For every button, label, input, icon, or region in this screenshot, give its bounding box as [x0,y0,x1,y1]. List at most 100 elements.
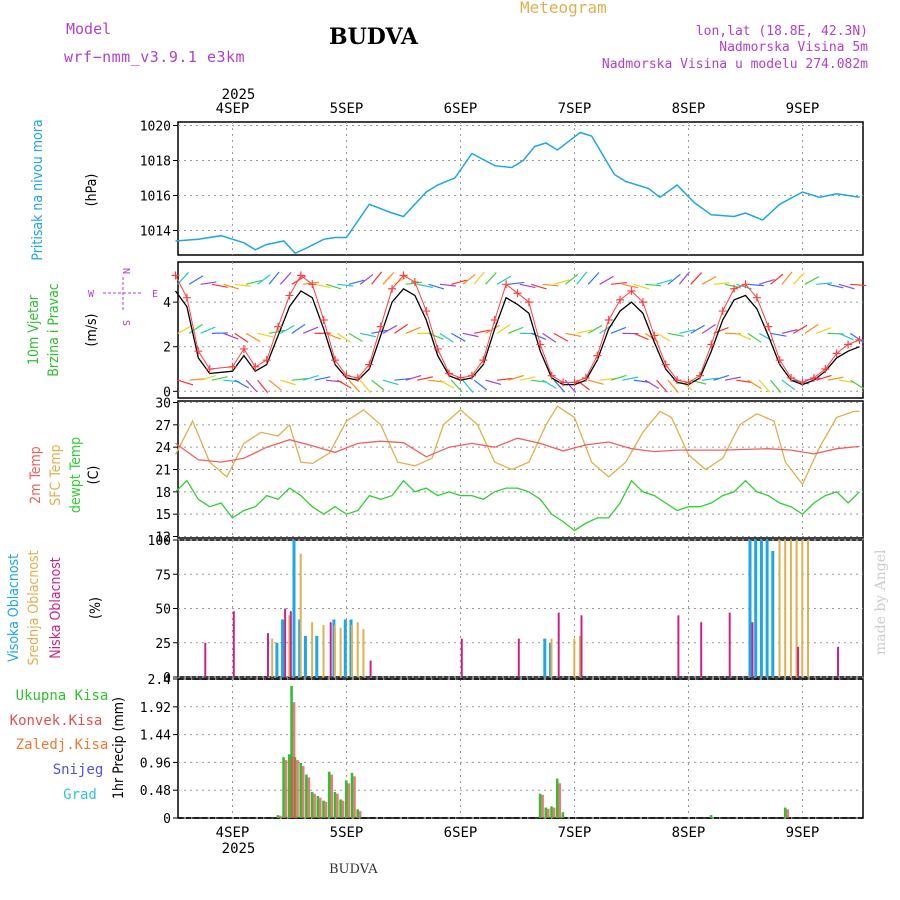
wind-direction-arrow [770,273,784,285]
model-elevation-label: Nadmorska Visina u modelu 274.082m [601,57,868,72]
wind-direction-arrow [690,272,703,285]
wind-gust-marker [524,298,533,307]
wind-direction-arrow [565,332,582,338]
precip-bar [288,754,291,818]
precip-bar [341,800,345,818]
cloud-bar [748,540,752,677]
wind-gust-marker [832,349,841,358]
wind-direction-arrow [553,332,569,342]
precip-bar [345,780,348,818]
wind-gust-marker [296,271,305,280]
precip-bar [310,791,314,818]
wind-direction-arrow [451,332,466,342]
top-year-label: 2025 [222,87,256,103]
cloud-bar [759,540,763,677]
precip-bar [358,811,362,818]
y-tick-label: 12 [155,531,171,546]
wind-direction-arrow [462,379,474,393]
wind-gust-marker [445,369,454,378]
panel-frame-1 [177,261,864,399]
wind-gust-marker [331,356,340,365]
wind-direction-arrow [394,323,408,334]
cloud-bar [362,629,365,677]
cloud-bar [311,622,314,677]
footer-city: BUDVA [329,862,378,877]
cloud-bar [700,622,703,677]
cloud-bar [356,622,359,677]
cloud-bar [204,642,207,677]
wind-direction-arrow [234,379,250,389]
wind-direction-arrow [359,379,371,393]
wind-direction-arrow [234,332,249,343]
wind-direction-arrow [690,379,707,385]
wind-direction-arrow [508,374,524,381]
cloud-bar [281,619,285,677]
wind-direction-arrow [781,329,798,334]
cloud-bar [271,638,274,677]
wind-direction-arrow [758,332,774,342]
y-tick-label: 21 [155,464,171,479]
wind-direction-arrow [428,283,445,290]
wind-gust-marker [661,360,670,369]
precip-legend-label: Snijeg [53,762,104,778]
wind-direction-arrow [314,283,331,289]
cloud-bar [557,612,560,677]
wind-gust-marker [855,336,864,345]
wind-direction-arrow [622,376,639,381]
wind-direction-arrow [439,283,456,287]
precip-bar [350,772,354,818]
wind-direction-arrow [747,379,762,390]
wind-direction-arrow [827,376,844,381]
wind-gust-marker [673,376,682,385]
wind-direction-arrow [337,283,354,287]
wind-gust-marker [513,289,522,298]
wind-direction-arrow [747,283,764,287]
y-tick-label: 0 [163,812,171,827]
top-day-label: 6SEP [444,101,478,117]
wind-direction-arrow [815,327,832,334]
cloud-bar [543,638,547,677]
cloud-bar [728,612,731,677]
precip-bar [316,795,320,818]
wind-direction-arrow [816,374,832,381]
wind-direction-arrow [325,332,342,340]
cloud-bar [267,633,269,677]
wind-direction-arrow [417,376,433,381]
cloud-bar [778,540,781,677]
y-tick-label: 1018 [140,155,171,170]
precip-unit-label: 1hr Precip (mm) [111,697,127,799]
wind-gust-marker [285,291,294,300]
wind-direction-arrow [473,379,488,391]
wind-direction-arrow [781,379,796,391]
wind-gust-marker [650,331,659,340]
wind-gust-marker [752,293,761,302]
wind-direction-arrow [325,283,342,290]
wind-direction-arrow [348,279,365,285]
wind-direction-arrow [713,327,729,334]
wind-direction-arrow [850,332,864,343]
precip-bar [282,757,285,818]
precip-bar [313,793,316,818]
wind-direction-arrow [496,323,511,334]
wind-direction-arrow [667,379,679,393]
wind-direction-arrow [576,271,588,285]
wind-direction-arrow [576,379,590,391]
wind-gust-marker [467,371,476,380]
wind-direction-arrow [268,379,282,391]
wind-gust-marker [707,340,716,349]
precip-bar [544,807,548,818]
wind-direction-arrow [257,332,274,338]
temp-2m-label: 2m Temp [28,446,44,504]
wind-direction-arrow [188,323,203,334]
wind-direction-arrow [200,281,217,285]
wind-direction-arrow [473,271,485,285]
wind-direction-arrow [588,379,604,385]
wind-gust-marker [239,344,248,353]
cloud-bar [460,638,463,677]
y-tick-label: 1.92 [140,701,171,716]
wind-direction-arrow [234,283,251,287]
wind-direction-arrow [747,332,762,343]
wind-direction-arrow [804,324,819,334]
wind-gust-marker [342,371,351,380]
wind-direction-arrow [337,332,352,343]
